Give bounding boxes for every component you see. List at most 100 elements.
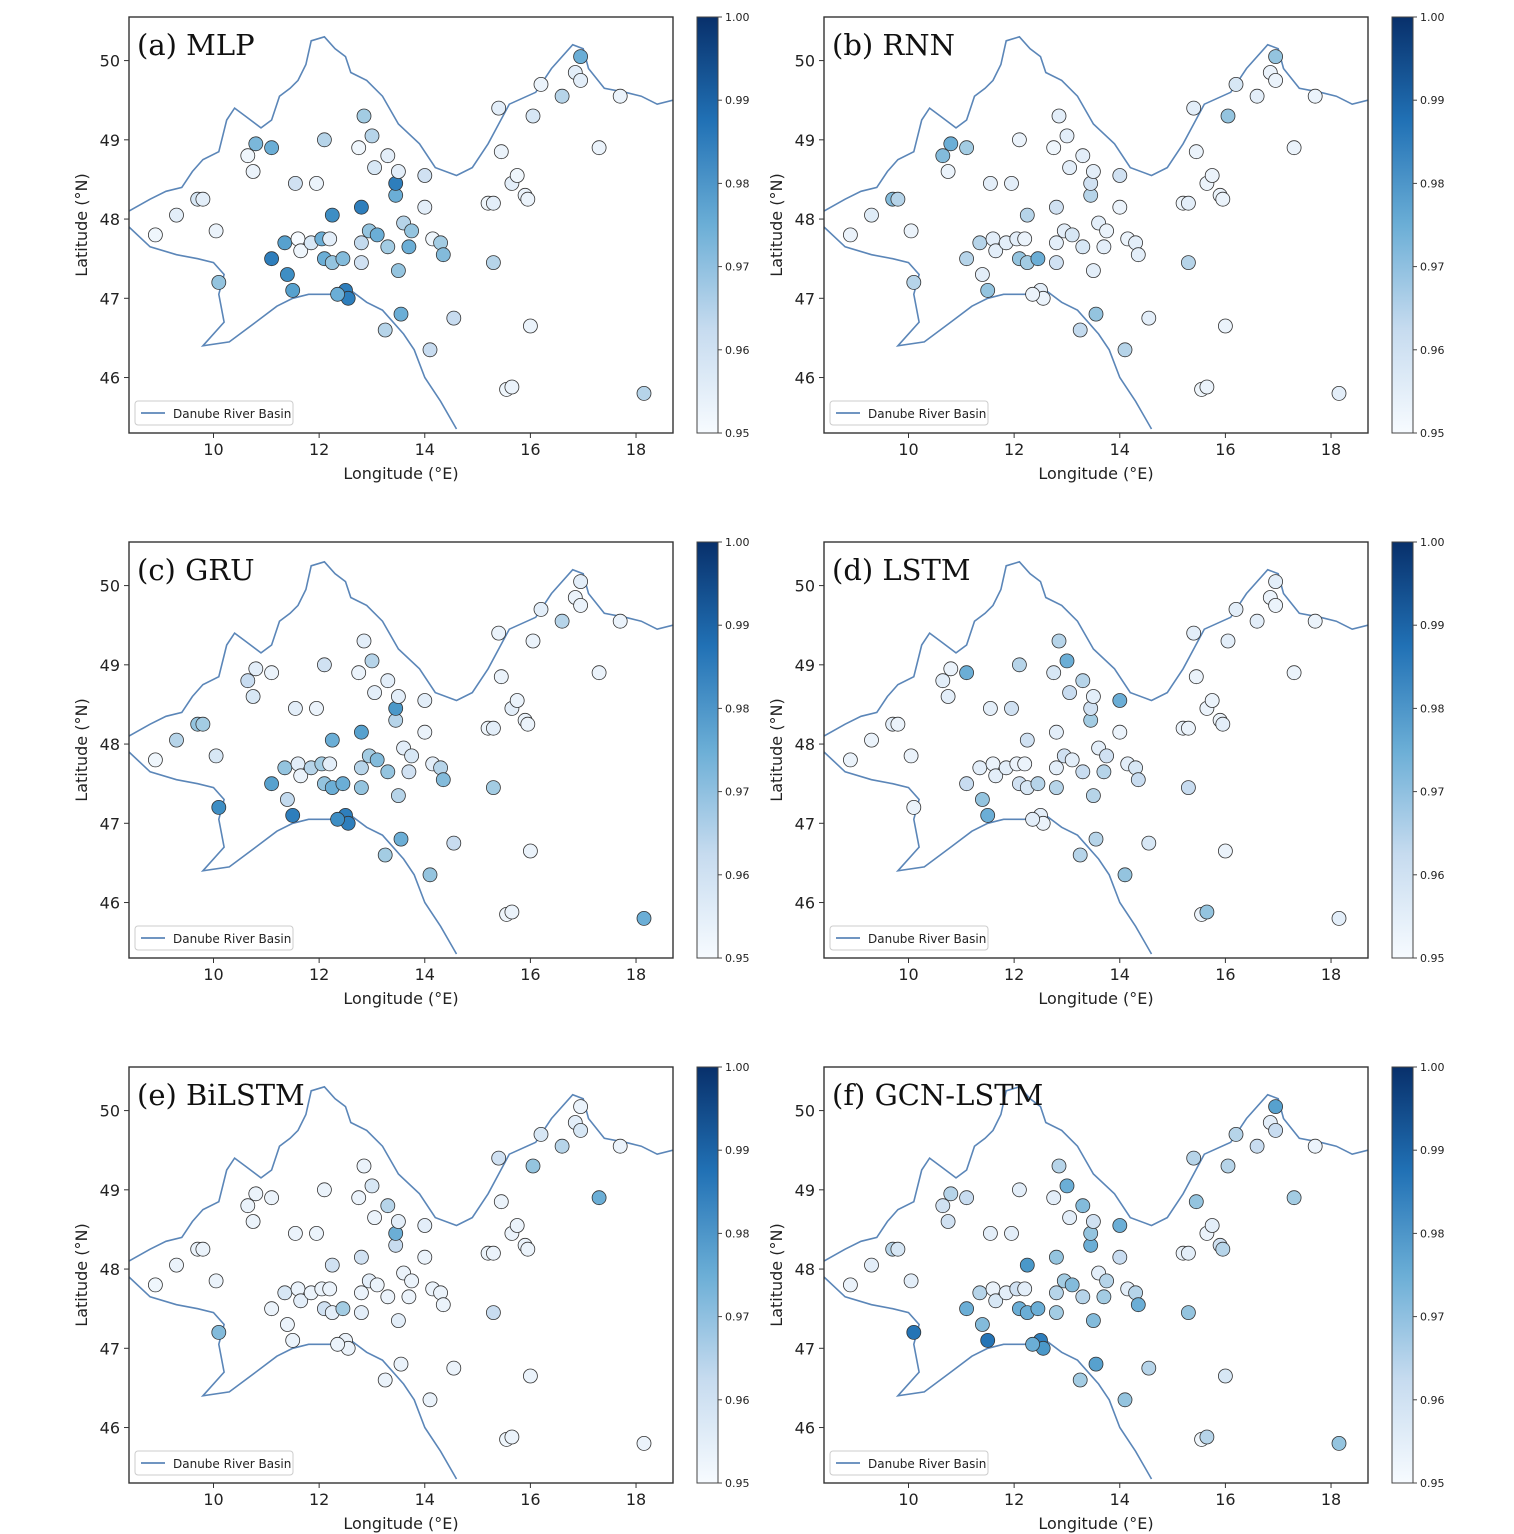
- station-point: [1307, 1138, 1323, 1154]
- station-point: [972, 1285, 988, 1301]
- x-tick-label: 12: [309, 965, 329, 984]
- station-point: [890, 716, 906, 732]
- x-axis-label: Longitude (°E): [1038, 464, 1153, 483]
- station-point: [1059, 653, 1075, 669]
- station-point: [906, 1325, 922, 1340]
- station-point: [393, 306, 409, 322]
- station-point: [1218, 1368, 1233, 1384]
- station-point: [422, 342, 438, 358]
- station-point: [380, 148, 396, 164]
- y-tick-label: 47: [100, 289, 120, 308]
- basin-north-line: [129, 35, 673, 212]
- station-point: [554, 88, 570, 104]
- station-point: [1117, 342, 1133, 358]
- x-tick-label: 16: [520, 965, 540, 984]
- colorbar-tick-label: 0.98: [725, 702, 750, 715]
- station-point: [435, 247, 451, 263]
- station-point: [573, 598, 588, 613]
- station-point: [1046, 140, 1062, 156]
- station-point: [1030, 1301, 1046, 1317]
- station-point: [1181, 1305, 1196, 1320]
- station-point: [1049, 255, 1064, 271]
- plot-frame: [823, 541, 1369, 959]
- station-point: [504, 379, 520, 395]
- colorbar-gradient: [696, 1066, 719, 1484]
- station-point: [1004, 1226, 1019, 1241]
- station-point: [1112, 199, 1128, 215]
- legend-label: Danube River Basin: [868, 407, 986, 421]
- station-point: [316, 1182, 332, 1198]
- station-point: [940, 1214, 956, 1229]
- station-point: [591, 140, 607, 156]
- station-point: [264, 1190, 280, 1206]
- station-points: [843, 574, 1347, 926]
- station-point: [1072, 322, 1088, 338]
- station-point: [1088, 306, 1104, 322]
- panel-5: 10 12 14 16 18 46 47 48 49 50 Longitude (°E) Latitu…: [72, 1061, 750, 1533]
- station-point: [1186, 100, 1202, 116]
- colorbar-tick-label: 0.96: [1420, 869, 1445, 882]
- station-point: [988, 243, 1004, 259]
- station-point: [485, 195, 501, 211]
- basin-south-line: [129, 751, 458, 955]
- basin-south-line: [824, 1276, 1153, 1480]
- station-point: [351, 1190, 367, 1206]
- y-tick-label: 49: [100, 1181, 120, 1200]
- colorbar-tick-label: 0.98: [725, 1227, 750, 1240]
- station-point: [843, 752, 858, 768]
- station-point: [1112, 724, 1128, 740]
- station-point: [285, 282, 301, 298]
- station-point: [1331, 1436, 1347, 1451]
- x-tick-label: 14: [1110, 1490, 1130, 1509]
- station-point: [1228, 1127, 1244, 1142]
- station-point: [353, 1249, 369, 1265]
- station-point: [491, 100, 507, 116]
- y-tick-label: 50: [795, 52, 815, 71]
- station-point: [330, 811, 346, 827]
- station-point: [485, 255, 501, 271]
- colorbar-tick-label: 0.99: [1420, 94, 1445, 107]
- station-point: [525, 1158, 541, 1174]
- station-point: [1188, 669, 1204, 685]
- station-point: [390, 689, 406, 704]
- station-point: [1049, 1285, 1064, 1301]
- station-point: [393, 1356, 409, 1372]
- station-point: [401, 1289, 417, 1305]
- station-point: [1025, 1336, 1040, 1352]
- station-point: [1186, 625, 1202, 641]
- station-point: [533, 602, 549, 617]
- station-point: [1075, 148, 1091, 164]
- legend: Danube River Basin: [829, 925, 989, 951]
- station-point: [417, 724, 433, 740]
- station-point: [573, 73, 588, 88]
- station-point: [573, 1123, 588, 1138]
- colorbar-tick-label: 0.98: [1420, 1227, 1445, 1240]
- station-point: [493, 1194, 509, 1210]
- station-point: [1204, 693, 1220, 708]
- station-point: [1075, 673, 1091, 689]
- station-point: [353, 780, 369, 795]
- station-point: [485, 1245, 501, 1261]
- station-point: [277, 1285, 293, 1301]
- station-point: [1268, 1123, 1283, 1138]
- station-point: [1017, 1281, 1033, 1297]
- station-point: [520, 191, 536, 207]
- y-tick-label: 48: [100, 735, 120, 754]
- station-point: [1130, 1297, 1146, 1313]
- station-point: [573, 574, 588, 589]
- colorbar-tick-label: 0.95: [725, 1477, 750, 1490]
- station-point: [573, 1099, 588, 1114]
- station-point: [988, 768, 1004, 784]
- colorbar-tick-label: 0.95: [1420, 952, 1445, 965]
- station-point: [1012, 132, 1027, 148]
- station-point: [1096, 1289, 1112, 1305]
- legend-box: [829, 1450, 989, 1476]
- colorbar-tick-label: 0.99: [1420, 1144, 1445, 1157]
- station-point: [356, 1158, 372, 1174]
- station-point: [1199, 904, 1215, 920]
- station-point: [245, 164, 261, 179]
- station-point: [240, 673, 256, 689]
- station-point: [975, 1317, 990, 1332]
- station-point: [1112, 1249, 1128, 1265]
- station-point: [1088, 831, 1104, 847]
